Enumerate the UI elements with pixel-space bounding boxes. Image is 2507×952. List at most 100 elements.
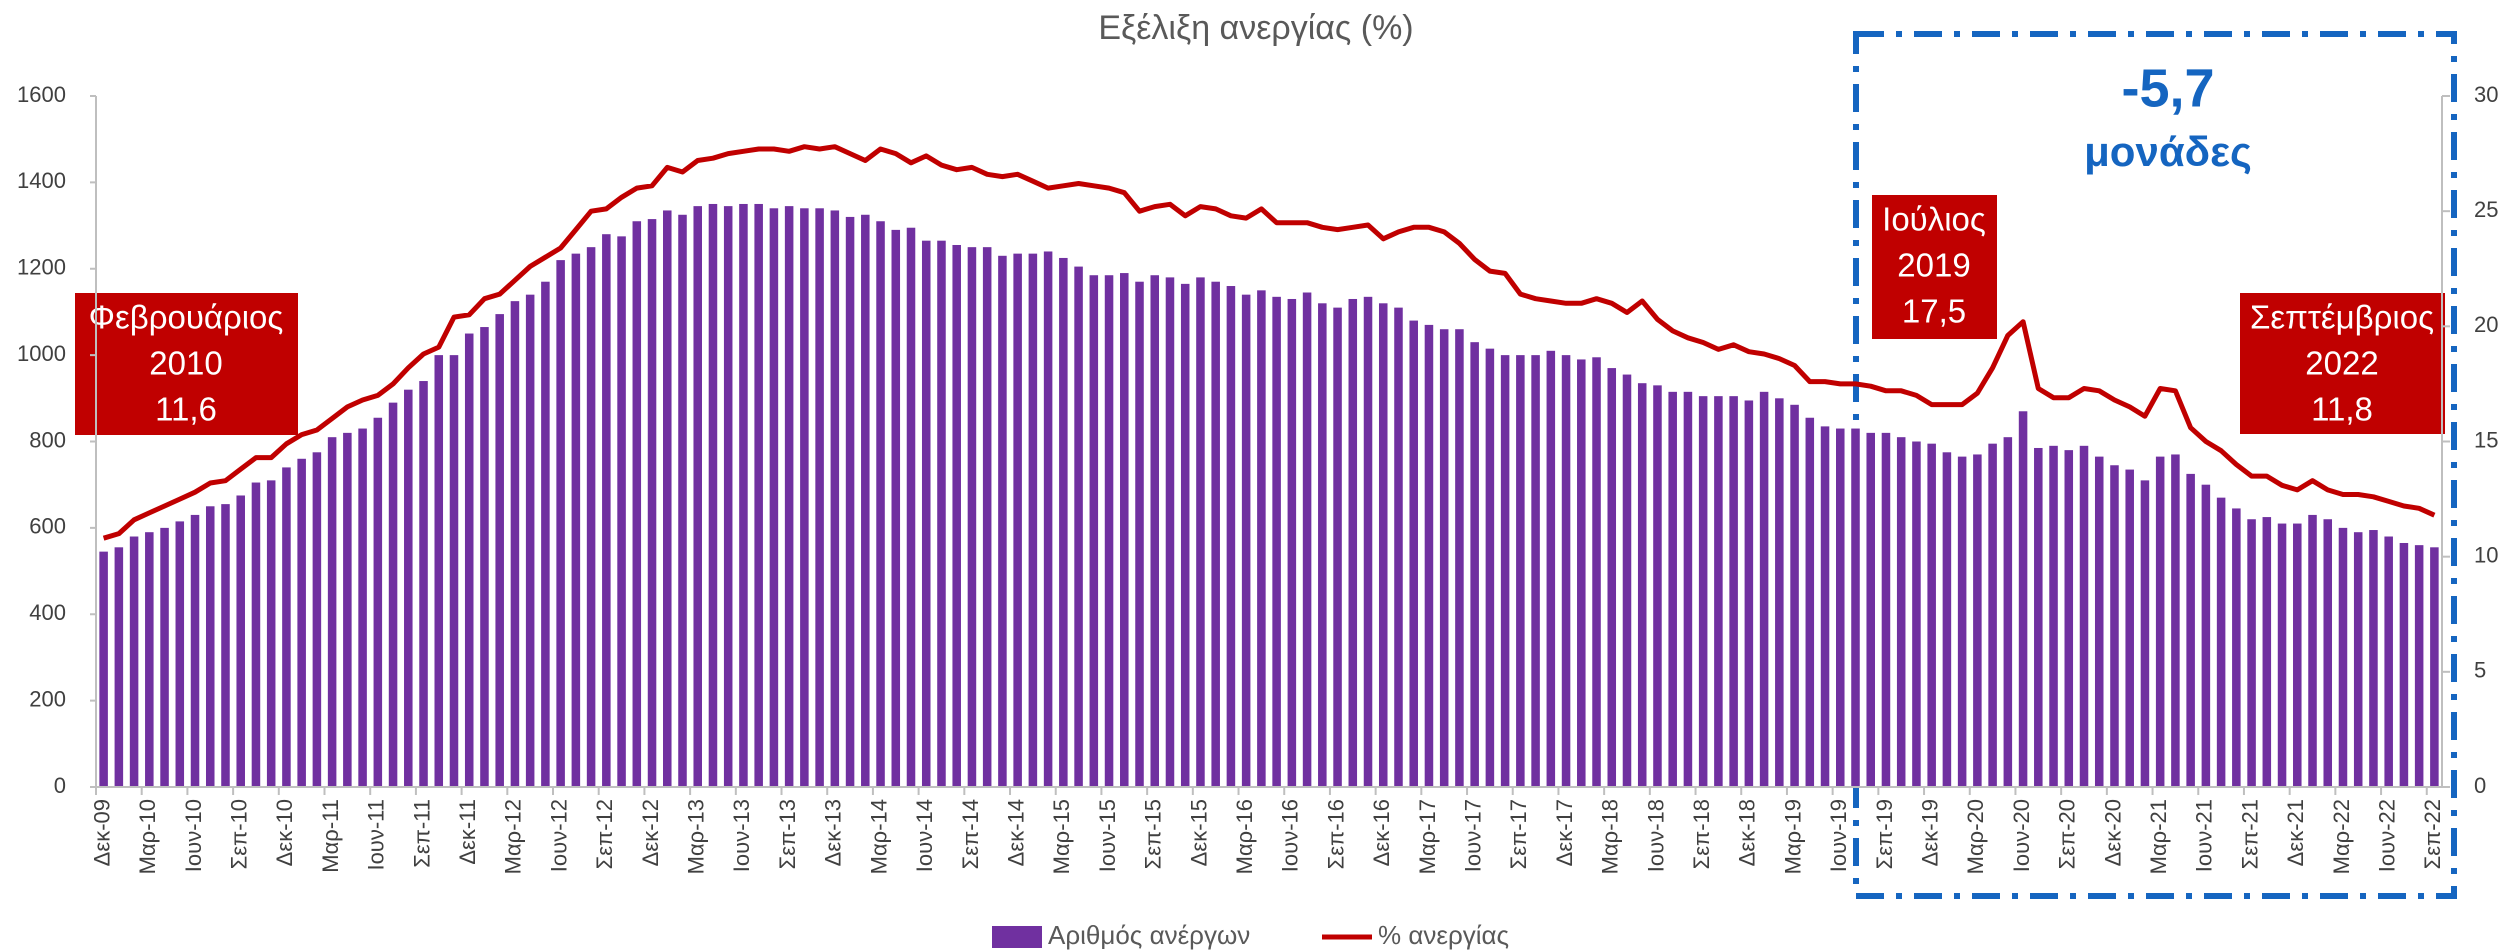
highlight-frame xyxy=(1853,31,2457,899)
x-tick-label: Ιουν-13 xyxy=(729,799,754,872)
bar xyxy=(967,247,977,787)
bar xyxy=(906,227,916,788)
x-tick-label: Μαρ-18 xyxy=(1598,799,1623,874)
x-tick-label: Δεκ-09 xyxy=(89,799,114,866)
bar xyxy=(830,210,840,787)
bar xyxy=(1272,296,1281,787)
bar xyxy=(525,294,535,787)
bar xyxy=(1059,257,1068,787)
x-tick-label: Σεπ-16 xyxy=(1323,799,1348,869)
bar xyxy=(2094,456,2104,787)
x-tick-label: Σεπ-14 xyxy=(958,799,983,869)
bar xyxy=(754,203,763,787)
x-tick-label: Δεκ-12 xyxy=(638,799,663,866)
bar xyxy=(1348,298,1358,787)
annotation: Σεπτέμβριος xyxy=(2250,299,2434,336)
bar xyxy=(2384,536,2393,787)
bar xyxy=(800,208,809,788)
plot-area xyxy=(99,144,2439,788)
bar xyxy=(1577,359,1586,787)
bar xyxy=(495,314,504,787)
bar xyxy=(205,506,215,787)
y-tick-label: 600 xyxy=(29,514,66,539)
annotation: 11,8 xyxy=(2311,391,2373,428)
bar xyxy=(1531,355,1540,787)
bar xyxy=(1074,266,1083,787)
bar xyxy=(419,381,428,787)
bar xyxy=(1241,294,1251,787)
bar xyxy=(1120,273,1129,788)
x-tick-label: Σεπ-20 xyxy=(2055,799,2080,869)
annotation: 2010 xyxy=(149,345,222,382)
bar xyxy=(2369,530,2378,787)
annotation: 17,5 xyxy=(1902,293,1966,330)
bar xyxy=(1409,320,1418,787)
x-tick-label: Ιουν-12 xyxy=(546,799,571,872)
bar xyxy=(114,547,124,787)
bar xyxy=(2414,545,2424,787)
bar xyxy=(404,389,413,787)
x-tick-label: Σεπ-15 xyxy=(1141,799,1166,869)
x-tick-label: Σεπ-10 xyxy=(227,799,252,869)
bar xyxy=(1516,355,1525,787)
bar xyxy=(1942,452,1952,787)
legend-label: % ανεργίας xyxy=(1378,920,1509,950)
annotation: 2022 xyxy=(2305,345,2378,382)
bar xyxy=(1287,298,1297,787)
bar xyxy=(876,221,885,787)
bar xyxy=(1759,391,1769,787)
bar xyxy=(1683,391,1693,787)
bar xyxy=(1104,275,1114,787)
bar xyxy=(1607,368,1617,787)
bar xyxy=(1180,283,1190,787)
bar xyxy=(145,532,154,787)
bar xyxy=(1592,357,1601,787)
bar xyxy=(1424,324,1434,787)
annotation: Ιούλιος xyxy=(1882,201,1986,238)
bar xyxy=(921,240,931,788)
bar xyxy=(1957,456,1967,787)
bar xyxy=(1135,281,1144,787)
x-tick-label: Σεπ-21 xyxy=(2237,799,2262,869)
bar xyxy=(2201,484,2211,787)
bar xyxy=(632,221,642,787)
bar xyxy=(769,208,779,788)
x-tick-label: Δεκ-11 xyxy=(455,799,480,865)
bar xyxy=(1744,400,1754,787)
y2-tick-label: 15 xyxy=(2474,427,2498,452)
y2-tick-label: 25 xyxy=(2474,197,2498,222)
bar xyxy=(480,327,489,787)
bar xyxy=(1455,329,1464,787)
bar xyxy=(1912,441,1921,787)
bar xyxy=(1988,443,1997,787)
y2-tick-label: 20 xyxy=(2474,312,2498,337)
y2-tick-label: 30 xyxy=(2474,82,2498,107)
bar xyxy=(2003,437,2013,787)
bar xyxy=(891,229,901,788)
x-tick-label: Δεκ-14 xyxy=(1003,799,1028,866)
bar xyxy=(1790,404,1799,787)
bar xyxy=(1546,350,1556,787)
x-tick-label: Δεκ-16 xyxy=(1369,799,1394,866)
bar xyxy=(556,260,565,787)
bar xyxy=(251,482,261,787)
bar xyxy=(434,355,444,787)
annotation: Φεβρουάριος xyxy=(89,299,284,336)
bar xyxy=(2262,517,2272,787)
x-tick-label: Σεπ-17 xyxy=(1506,799,1531,869)
bar xyxy=(602,234,611,787)
x-tick-label: Μαρ-20 xyxy=(1963,799,1988,874)
x-tick-label: Δεκ-13 xyxy=(821,799,846,866)
x-tick-label: Μαρ-14 xyxy=(866,799,891,874)
bar xyxy=(845,216,855,788)
y-tick-label: 1200 xyxy=(17,255,66,280)
bar xyxy=(663,210,672,787)
bar xyxy=(2338,527,2348,787)
bar xyxy=(1698,396,1708,787)
x-tick-label: Ιουν-17 xyxy=(1460,799,1485,872)
annotation-box xyxy=(1872,195,1997,339)
bar xyxy=(175,521,185,787)
y-tick-label: 1000 xyxy=(17,341,66,366)
chart-title: Εξέλιξη ανεργίας (%) xyxy=(1098,9,1413,47)
y2-tick-label: 10 xyxy=(2474,542,2498,567)
